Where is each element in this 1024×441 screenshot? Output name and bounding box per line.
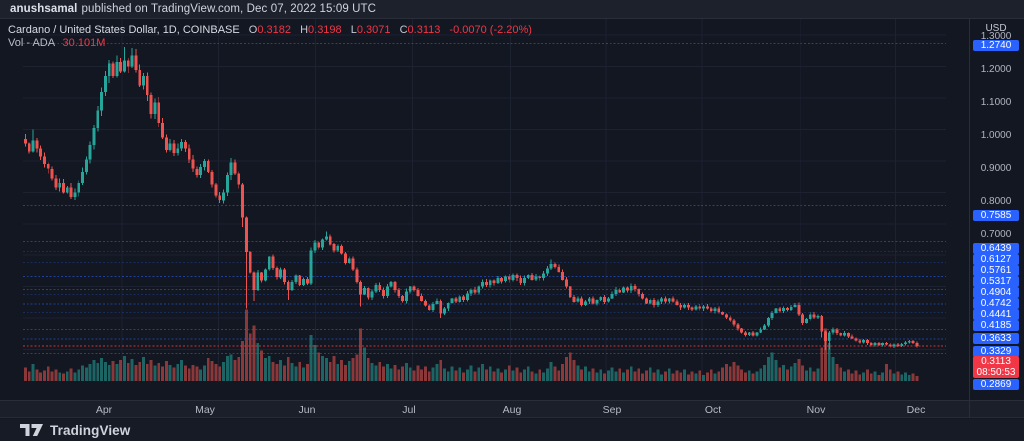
month-label-aug: Aug <box>502 404 522 416</box>
month-label-apr: Apr <box>95 404 113 416</box>
change-value: -0.0070 (-2.20%) <box>449 24 532 36</box>
alert-price-label: 0.5761 <box>973 265 1019 276</box>
chart-panel[interactable] <box>0 19 969 400</box>
alert-price-label: 0.4742 <box>973 297 1019 309</box>
alert-price-label: 0.2869 <box>973 378 1019 390</box>
month-label-jun: Jun <box>298 404 316 416</box>
attribution-bar: anushsamal published on TradingView.com,… <box>0 0 1024 19</box>
alert-price-label: 0.4904 <box>973 286 1019 298</box>
volume-title: Vol - ADA <box>8 37 55 49</box>
volume-legend[interactable]: Vol - ADA 30.101M <box>8 37 105 49</box>
alert-price-label: 0.3329 <box>973 345 1019 357</box>
open-value: 0.3182 <box>257 24 291 36</box>
high-prefix: H <box>300 24 309 36</box>
symbol-title[interactable]: Cardano / United States Dollar, 1D, COIN… <box>8 24 240 36</box>
volume-series <box>23 309 919 381</box>
candlestick-series <box>23 47 919 350</box>
close-value: 0.3113 <box>407 24 441 36</box>
time-axis[interactable]: Apr May Jun Jul Aug Sep Oct Nov Dec <box>0 400 1024 418</box>
grid-lines <box>23 19 946 382</box>
symbol-legend[interactable]: Cardano / United States Dollar, 1D, COIN… <box>8 24 532 36</box>
alert-price-label: 0.6127 <box>973 254 1019 265</box>
price-tick-label: 1.0000 <box>980 129 1012 141</box>
tradingview-brand-name: TradingView <box>50 422 131 438</box>
attribution-text: published on TradingView.com, Dec 07, 20… <box>81 3 377 15</box>
alert-price-label: 0.3633 <box>973 332 1019 344</box>
open-prefix: O <box>248 24 258 36</box>
price-tick-label: 0.8000 <box>980 195 1012 207</box>
price-axis[interactable]: USD 1.3000 1.2000 1.1000 1.0000 0.9000 0.8000… <box>969 19 1024 400</box>
price-tick-label: 0.9000 <box>980 162 1012 174</box>
axis-corner-separator <box>969 401 970 418</box>
low-value: 0.3071 <box>356 24 391 36</box>
high-value: 0.3198 <box>308 24 342 36</box>
alert-price-label: 0.4185 <box>973 319 1019 331</box>
month-label-dec: Dec <box>906 404 926 416</box>
author-username: anushsamal <box>10 3 78 15</box>
alert-price-label: 0.4441 <box>973 308 1019 320</box>
candlestick-chart-canvas[interactable] <box>0 19 969 400</box>
alert-price-label: 1.2740 <box>973 39 1019 51</box>
price-tick-label: 1.3000 <box>980 30 1012 42</box>
month-label-may: May <box>195 404 215 416</box>
price-axis-unit: USD <box>985 23 1007 34</box>
month-label-jul: Jul <box>402 404 416 416</box>
month-label-nov: Nov <box>806 404 826 416</box>
month-label-oct: Oct <box>704 404 722 416</box>
close-prefix: C <box>399 24 408 36</box>
price-tick-label: 0.7000 <box>980 228 1012 240</box>
price-tick-label: 1.2000 <box>980 63 1012 75</box>
low-prefix: L <box>350 24 357 36</box>
price-tick-label: 1.1000 <box>980 96 1012 108</box>
alert-price-label: 0.5317 <box>973 275 1019 287</box>
tradingview-brand-link[interactable]: TradingView <box>20 423 130 438</box>
month-label-sep: Sep <box>602 404 622 416</box>
alert-price-label: 0.7585 <box>973 209 1019 221</box>
current-price-label: 0.3113 08:50:53 <box>973 356 1019 378</box>
footer-bar: TradingView <box>0 419 1024 441</box>
alert-price-lines[interactable] <box>23 42 946 355</box>
tradingview-logo-icon <box>20 423 43 437</box>
volume-value: 30.101M <box>62 37 106 49</box>
alert-price-label: 0.6439 <box>973 242 1019 254</box>
